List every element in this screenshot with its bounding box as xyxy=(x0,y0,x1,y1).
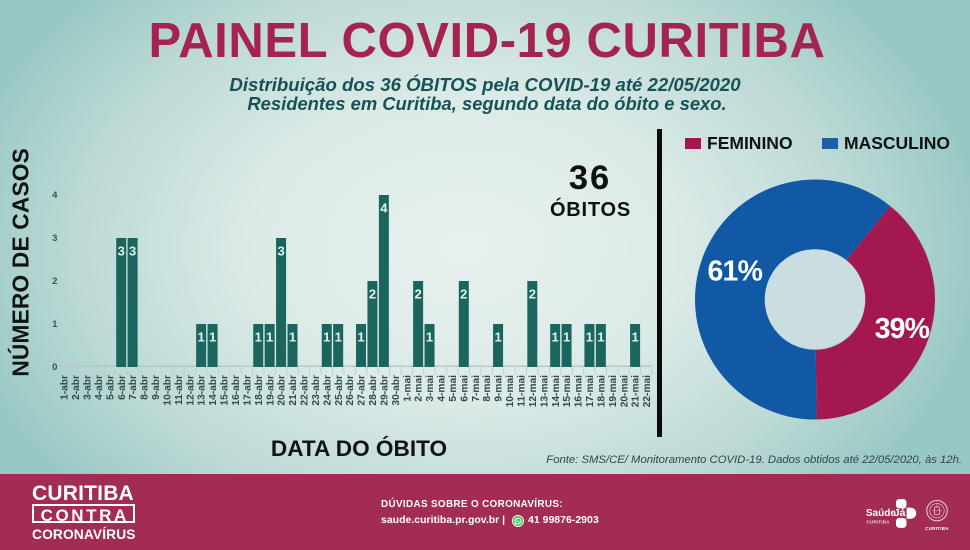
svg-text:1: 1 xyxy=(586,330,593,345)
svg-text:1: 1 xyxy=(597,330,604,345)
svg-text:2-mai: 2-mai xyxy=(414,375,425,402)
svg-text:14-mai: 14-mai xyxy=(551,375,562,407)
svg-text:4-mai: 4-mai xyxy=(437,375,448,402)
svg-text:4: 4 xyxy=(380,201,388,216)
svg-text:14-abr: 14-abr xyxy=(208,375,219,406)
svg-text:23-abr: 23-abr xyxy=(311,375,322,406)
svg-text:30-abr: 30-abr xyxy=(391,375,402,406)
svg-text:21-abr: 21-abr xyxy=(288,375,299,406)
svg-text:1: 1 xyxy=(266,330,273,345)
svg-text:0: 0 xyxy=(52,362,57,373)
svg-text:3: 3 xyxy=(129,244,136,259)
svg-text:2-abr: 2-abr xyxy=(71,375,82,400)
svg-text:CURITIBA: CURITIBA xyxy=(925,526,949,531)
svg-text:1-abr: 1-abr xyxy=(60,375,71,400)
svg-text:12-mai: 12-mai xyxy=(528,375,539,407)
svg-text:10-mai: 10-mai xyxy=(505,375,516,407)
svg-text:27-abr: 27-abr xyxy=(357,375,368,406)
svg-text:1: 1 xyxy=(289,330,296,345)
svg-text:1: 1 xyxy=(335,330,342,345)
svg-text:18-mai: 18-mai xyxy=(596,375,607,407)
svg-text:1: 1 xyxy=(357,330,364,345)
svg-text:3-mai: 3-mai xyxy=(425,375,436,402)
svg-text:11-abr: 11-abr xyxy=(174,375,185,405)
svg-text:3-abr: 3-abr xyxy=(83,375,94,400)
svg-text:28-abr: 28-abr xyxy=(368,375,379,406)
svg-text:1: 1 xyxy=(563,330,570,345)
svg-text:21-mai: 21-mai xyxy=(631,375,642,407)
svg-text:1: 1 xyxy=(426,330,433,345)
svg-text:1-mai: 1-mai xyxy=(402,375,413,402)
svg-text:1: 1 xyxy=(255,330,262,345)
svg-text:1: 1 xyxy=(323,330,330,345)
svg-text:7-mai: 7-mai xyxy=(471,375,482,402)
svg-text:15-mai: 15-mai xyxy=(562,375,573,407)
svg-text:3: 3 xyxy=(118,244,125,259)
svg-text:1: 1 xyxy=(494,330,501,345)
svg-text:9-abr: 9-abr xyxy=(151,375,162,400)
svg-text:2: 2 xyxy=(369,287,376,302)
svg-text:1: 1 xyxy=(209,330,216,345)
svg-text:1: 1 xyxy=(552,330,559,345)
svg-text:17-mai: 17-mai xyxy=(585,375,596,407)
svg-text:19-abr: 19-abr xyxy=(265,375,276,406)
svg-text:3: 3 xyxy=(277,244,284,259)
svg-text:16-mai: 16-mai xyxy=(574,375,585,407)
svg-text:13-mai: 13-mai xyxy=(539,375,550,407)
svg-text:2: 2 xyxy=(52,276,57,287)
svg-text:24-abr: 24-abr xyxy=(322,375,333,406)
svg-text:4: 4 xyxy=(52,190,58,201)
svg-text:1: 1 xyxy=(52,319,58,330)
svg-text:5-abr: 5-abr xyxy=(105,375,116,400)
svg-text:8-mai: 8-mai xyxy=(482,375,493,402)
svg-text:2: 2 xyxy=(460,287,467,302)
svg-text:19-mai: 19-mai xyxy=(608,375,619,407)
svg-text:61%: 61% xyxy=(707,256,762,288)
svg-text:18-abr: 18-abr xyxy=(254,375,265,406)
svg-text:10-abr: 10-abr xyxy=(162,375,173,406)
svg-text:17-abr: 17-abr xyxy=(242,375,253,406)
svg-text:8-abr: 8-abr xyxy=(140,375,151,400)
svg-text:29-abr: 29-abr xyxy=(379,375,390,406)
svg-text:11-mai: 11-mai xyxy=(517,375,528,407)
svg-text:1: 1 xyxy=(198,330,205,345)
svg-text:Saúde: Saúde xyxy=(866,508,896,519)
svg-text:16-abr: 16-abr xyxy=(231,375,242,406)
svg-text:25-abr: 25-abr xyxy=(334,375,345,406)
svg-text:4-abr: 4-abr xyxy=(94,375,105,400)
svg-text:39%: 39% xyxy=(875,313,930,345)
svg-text:15-abr: 15-abr xyxy=(220,375,231,406)
svg-text:CURITIBA: CURITIBA xyxy=(866,519,890,524)
svg-text:2: 2 xyxy=(415,287,422,302)
svg-text:7-abr: 7-abr xyxy=(128,375,139,400)
svg-text:5-mai: 5-mai xyxy=(448,375,459,402)
svg-text:1: 1 xyxy=(631,330,638,345)
svg-text:13-abr: 13-abr xyxy=(197,375,208,406)
svg-text:20-abr: 20-abr xyxy=(277,375,288,406)
svg-text:20-mai: 20-mai xyxy=(619,375,630,407)
svg-text:2: 2 xyxy=(529,287,536,302)
svg-text:Já: Já xyxy=(894,507,906,519)
svg-text:9-mai: 9-mai xyxy=(494,375,505,402)
svg-text:3: 3 xyxy=(52,233,57,244)
svg-text:22-abr: 22-abr xyxy=(300,375,311,406)
svg-text:26-abr: 26-abr xyxy=(345,375,356,406)
svg-text:6-mai: 6-mai xyxy=(459,375,470,402)
svg-text:22-mai: 22-mai xyxy=(642,375,653,407)
svg-text:6-abr: 6-abr xyxy=(117,375,128,400)
svg-text:12-abr: 12-abr xyxy=(185,375,196,406)
